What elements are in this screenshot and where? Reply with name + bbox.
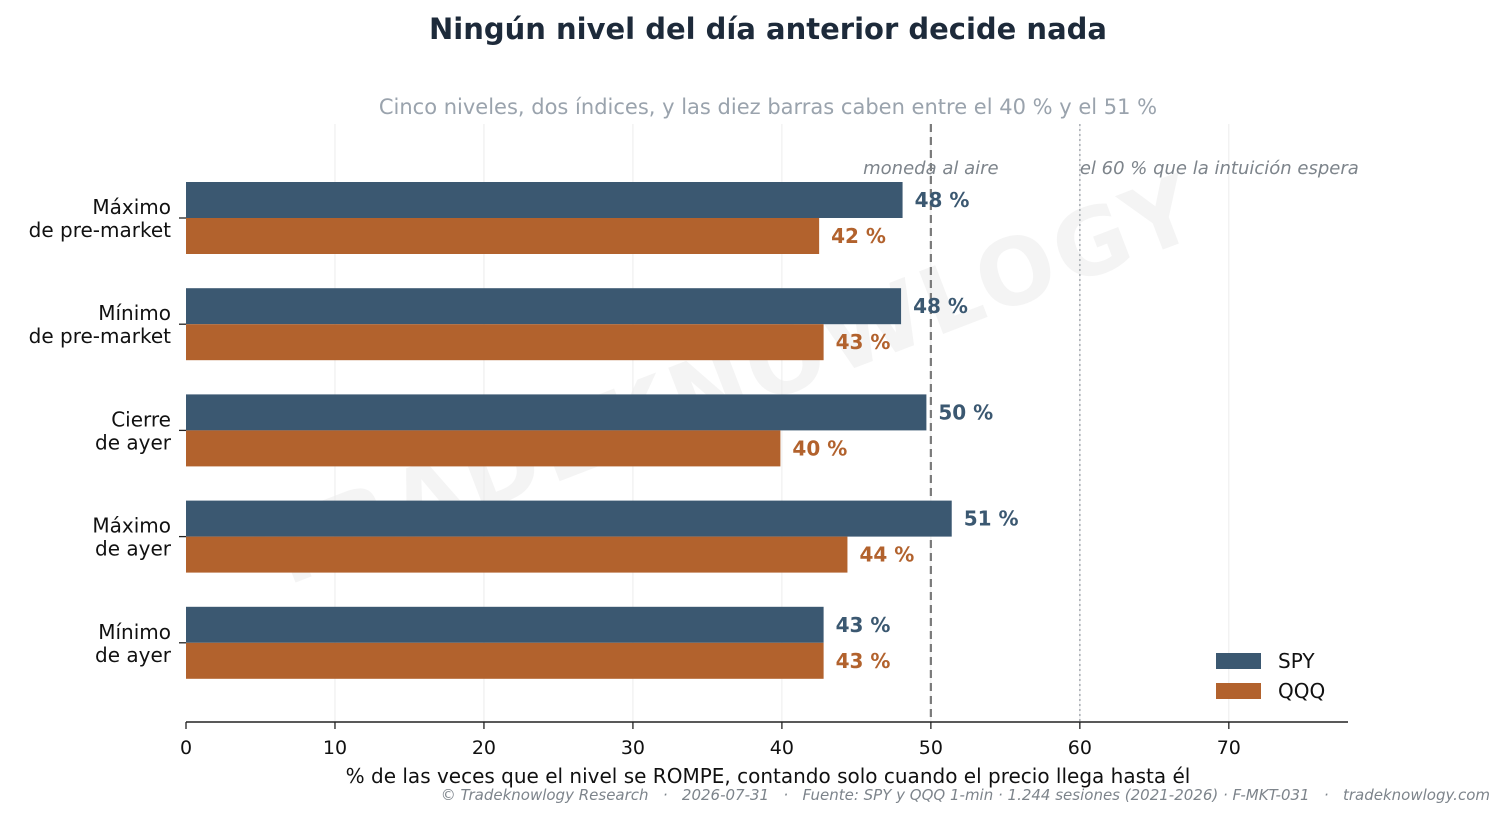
value-label-qqq-0: 42 % (831, 224, 886, 248)
bar-spy-4 (186, 606, 824, 643)
reference-label-1: el 60 % que la intuición espera (1080, 158, 1359, 179)
bar-qqq-4 (186, 642, 824, 679)
value-label-spy-3: 51 % (964, 507, 1019, 531)
x-tick-label-7: 70 (1217, 737, 1241, 759)
legend-swatch-spy (1216, 653, 1261, 669)
chart-title: Ningún nivel del día anterior decide nad… (429, 12, 1107, 46)
x-tick-label-1: 10 (323, 737, 347, 759)
x-tick-label-0: 0 (180, 737, 192, 759)
legend: SPY QQQ (1216, 649, 1325, 703)
bars (186, 182, 952, 679)
category-label-0: Máximo de pre-market (29, 195, 171, 242)
category-label-3: Máximo de ayer (92, 514, 171, 561)
x-tick-label-6: 60 (1068, 737, 1092, 759)
bar-spy-3 (186, 500, 952, 537)
bar-qqq-1 (186, 324, 824, 361)
bar-qqq-0 (186, 218, 820, 254)
value-label-qqq-3: 44 % (859, 543, 914, 567)
x-axis-label: % de las veces que el nivel se ROMPE, co… (346, 764, 1191, 788)
legend-label-spy: SPY (1278, 649, 1315, 673)
x-tick-label-2: 20 (472, 737, 496, 759)
legend-label-qqq: QQQ (1278, 679, 1325, 703)
x-tick-label-4: 40 (770, 737, 794, 759)
value-label-spy-4: 43 % (836, 613, 891, 637)
footer-credit: © Tradeknowlogy Research · 2026-07-31 · … (441, 786, 1490, 804)
value-label-qqq-2: 40 % (792, 436, 847, 460)
bar-spy-0 (186, 182, 903, 218)
value-label-spy-0: 48 % (915, 188, 970, 212)
reference-label-0: moneda al aire (863, 158, 998, 179)
axes: 0 10 20 30 40 50 60 70 Máximo de pre-market Mínimo… (29, 195, 1348, 759)
value-label-qqq-1: 43 % (836, 330, 891, 354)
chart-subtitle: Cinco niveles, dos índices, y las diez b… (379, 95, 1157, 119)
bar-qqq-2 (186, 430, 781, 467)
category-label-2: Cierre de ayer (95, 407, 172, 454)
value-label-spy-2: 50 % (938, 400, 993, 424)
value-label-spy-1: 48 % (913, 294, 968, 318)
bar-spy-2 (186, 394, 927, 431)
category-label-4: Mínimo de ayer (95, 620, 172, 667)
x-tick-label-3: 30 (621, 737, 645, 759)
value-labels: 48 % 42 % 48 % 43 % 50 % 40 % 51 % 44 % 43 % 43 % (792, 188, 1018, 673)
bar-qqq-3 (186, 536, 848, 573)
x-tick-label-5: 50 (919, 737, 943, 759)
legend-swatch-qqq (1216, 683, 1261, 699)
category-label-1: Mínimo de pre-market (29, 301, 171, 348)
value-label-qqq-4: 43 % (836, 649, 891, 673)
bar-spy-1 (186, 288, 902, 325)
reference-lines: moneda al aire el 60 % que la intuición e… (863, 124, 1359, 722)
